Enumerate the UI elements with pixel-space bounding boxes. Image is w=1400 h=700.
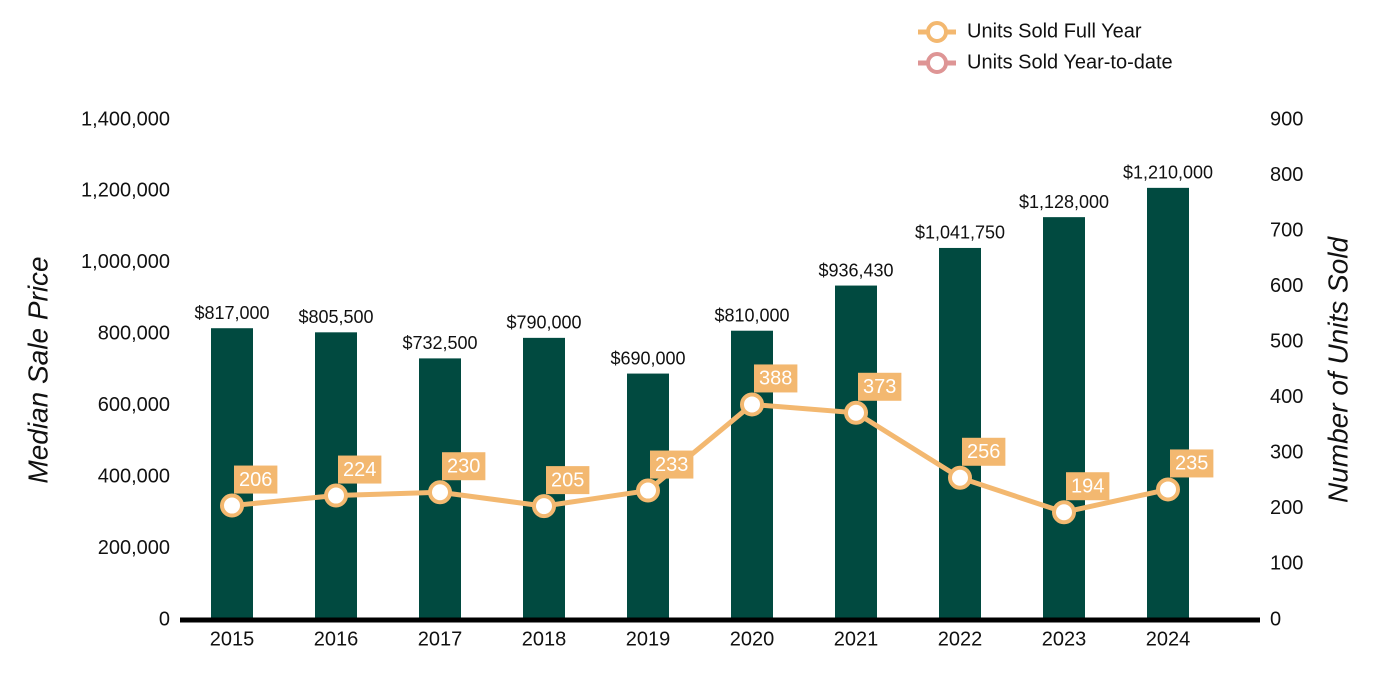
y-tick-label: 400,000 — [98, 465, 170, 487]
point — [324, 483, 348, 508]
x-tick-label: 2017 — [418, 628, 463, 650]
bar-value-label: $790,000 — [506, 313, 581, 333]
x-tick-label: 2022 — [938, 628, 983, 650]
y2-tick-label: 0 — [1270, 608, 1281, 630]
point-value-label: 230 — [447, 456, 480, 478]
value-label-box — [1170, 449, 1214, 478]
bar-value-label: $1,210,000 — [1123, 163, 1213, 183]
value-label-box — [234, 465, 278, 494]
value-label-box — [1066, 472, 1110, 501]
point — [844, 400, 868, 425]
y2-axis-title: Number of Units Sold — [1322, 236, 1353, 504]
value-label-box — [442, 452, 486, 481]
bar-value-label: $690,000 — [610, 348, 685, 368]
point-value-label: 224 — [343, 459, 376, 481]
point — [220, 493, 244, 518]
bar — [1147, 187, 1189, 620]
x-tick-label: 2015 — [210, 628, 255, 650]
y2-tick-label: 100 — [1270, 553, 1303, 575]
x-tick-label: 2024 — [1146, 628, 1191, 650]
legend-label: Units Sold Year-to-date — [967, 51, 1173, 73]
point — [1052, 500, 1076, 525]
y-tick-label: 1,000,000 — [81, 251, 170, 273]
bar — [835, 285, 877, 620]
point-value-label: 235 — [1175, 453, 1208, 475]
bar-value-label: $810,000 — [714, 305, 789, 325]
value-label-box — [858, 372, 902, 401]
bar-value-label: $805,500 — [298, 307, 373, 327]
y2-tick-label: 200 — [1270, 497, 1303, 519]
value-label-box — [962, 437, 1006, 466]
y-tick-label: 600,000 — [98, 394, 170, 416]
x-tick-label: 2021 — [834, 628, 879, 650]
x-tick-label: 2023 — [1042, 628, 1087, 650]
legend-swatch — [926, 21, 948, 43]
y2-tick-label: 400 — [1270, 386, 1303, 408]
y-tick-label: 200,000 — [98, 537, 170, 559]
value-label-box — [546, 466, 590, 495]
y2-tick-label: 600 — [1270, 275, 1303, 297]
line — [231, 401, 1169, 515]
y-tick-label: 800,000 — [98, 323, 170, 345]
value-label-box — [754, 364, 798, 393]
point-value-label: 206 — [239, 469, 272, 491]
x-tick-label: 2020 — [730, 628, 775, 650]
point — [532, 494, 556, 519]
x-tick-label: 2019 — [626, 628, 671, 650]
y-tick-label: 1,400,000 — [81, 108, 170, 130]
x-tick-label: 2018 — [522, 628, 567, 650]
legend-swatch — [926, 52, 948, 74]
y2-tick-label: 500 — [1270, 331, 1303, 353]
bar — [1043, 217, 1085, 620]
legend-label: Units Sold Full Year — [967, 20, 1142, 42]
bar-value-label: $732,500 — [402, 333, 477, 353]
point-value-label: 233 — [655, 454, 688, 476]
point-value-label: 194 — [1071, 476, 1104, 498]
y2-tick-label: 700 — [1270, 219, 1303, 241]
point-value-label: 256 — [967, 441, 1000, 463]
point-value-label: 373 — [863, 376, 896, 398]
point — [740, 392, 764, 417]
bar-value-label: $1,041,750 — [915, 223, 1005, 243]
y2-tick-label: 300 — [1270, 442, 1303, 464]
y2-tick-label: 900 — [1270, 108, 1303, 130]
point-value-label: 205 — [551, 469, 584, 491]
y-tick-label: 1,200,000 — [81, 180, 170, 202]
y-axis-title: Median Sale Price — [22, 256, 53, 483]
point — [636, 478, 660, 503]
point-value-label: 388 — [759, 368, 792, 390]
value-label-box — [338, 455, 382, 484]
value-label-box — [650, 450, 694, 479]
bar-value-label: $936,430 — [818, 260, 893, 280]
point — [1156, 477, 1180, 502]
point — [428, 480, 452, 505]
bar-value-label: $1,128,000 — [1019, 192, 1109, 212]
bar-value-label: $817,000 — [194, 303, 269, 323]
bar — [939, 247, 981, 621]
y2-tick-label: 800 — [1270, 164, 1303, 186]
y-tick-label: 0 — [159, 608, 170, 630]
point — [948, 465, 972, 490]
x-tick-label: 2016 — [314, 628, 359, 650]
